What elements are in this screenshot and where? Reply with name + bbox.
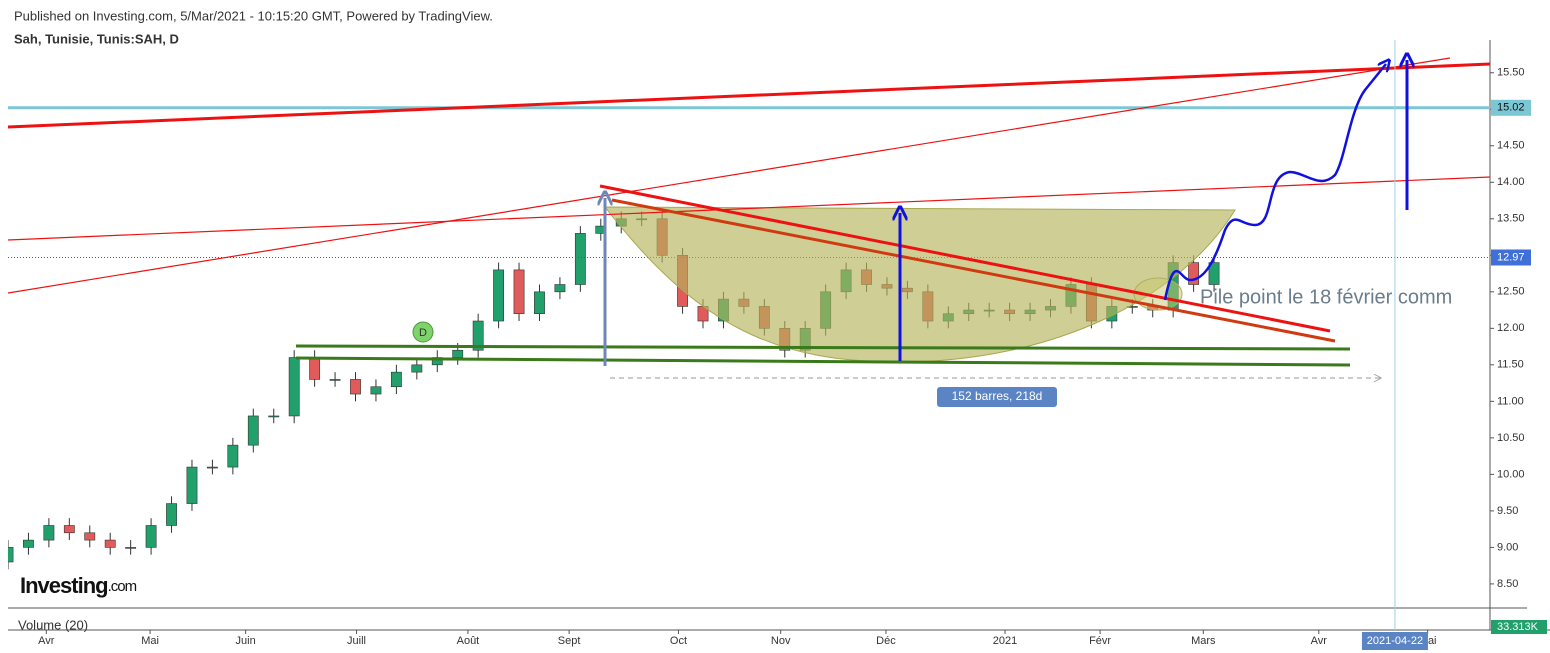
x-tick-label: Sept bbox=[558, 635, 581, 647]
dividend-marker bbox=[412, 321, 434, 343]
support-line bbox=[295, 344, 1351, 351]
y-tick-label: 13.50 bbox=[1497, 213, 1525, 225]
candle-body bbox=[452, 349, 464, 358]
trend-line bbox=[8, 62, 1490, 129]
candle-body bbox=[1188, 262, 1200, 285]
candle-body bbox=[186, 466, 198, 504]
y-tick-label: 12.50 bbox=[1497, 286, 1525, 298]
candle-body bbox=[207, 466, 218, 469]
candle-body bbox=[125, 547, 137, 549]
volume-value: 33.313K bbox=[1497, 621, 1539, 633]
y-tick-label: 11.00 bbox=[1497, 395, 1524, 407]
logo-main: Investing bbox=[20, 573, 108, 598]
volume-label: Volume (20) bbox=[18, 617, 88, 632]
candle-body bbox=[247, 415, 259, 446]
candle-body bbox=[472, 320, 484, 351]
candle-body bbox=[84, 532, 96, 541]
symbol-title: Sah, Tunisie, Tunis:SAH, D bbox=[14, 31, 179, 46]
candle-body bbox=[554, 284, 566, 293]
candle-body bbox=[166, 503, 177, 526]
drawings: 152 barres, 218d Pile point le 18 févrie… bbox=[8, 58, 1490, 407]
y-tick-label: 9.00 bbox=[1497, 541, 1518, 553]
candle-body bbox=[43, 525, 55, 541]
y-tick-label: 14.50 bbox=[1497, 140, 1525, 152]
y-tick-label: 9.50 bbox=[1497, 505, 1518, 517]
level-label: 15.02 bbox=[1497, 102, 1525, 114]
last-price-box bbox=[1491, 249, 1531, 266]
candle-body bbox=[23, 539, 34, 548]
trend-line bbox=[8, 176, 1490, 241]
range-label: 152 barres, 218d bbox=[952, 389, 1043, 403]
x-tick-label: Avr bbox=[1311, 635, 1328, 647]
y-tick-label: 10.00 bbox=[1497, 468, 1525, 480]
projection-curve bbox=[1163, 64, 1386, 301]
candle-body bbox=[411, 364, 423, 373]
candle-body bbox=[63, 525, 75, 534]
y-tick-label: 12.00 bbox=[1497, 322, 1525, 334]
candle-body bbox=[574, 233, 586, 285]
range-box bbox=[937, 387, 1057, 407]
trend-line bbox=[599, 184, 1331, 333]
plot-area bbox=[8, 106, 1490, 570]
candle-body bbox=[268, 415, 280, 418]
published-note: Published on Investing.com, 5/Mar/2021 -… bbox=[14, 8, 493, 23]
x-tick-label: Juin bbox=[236, 635, 256, 647]
x-tick-label: Févr bbox=[1089, 635, 1111, 647]
y-tick-label: 14.00 bbox=[1497, 176, 1525, 188]
trend-line bbox=[8, 57, 1451, 294]
x-tick-label: Oct bbox=[670, 635, 687, 647]
x-tick-label: Déc bbox=[876, 635, 896, 647]
y-tick-label: 8.50 bbox=[1497, 578, 1518, 590]
candle-body bbox=[104, 539, 116, 548]
x-tick-label: Août bbox=[457, 635, 480, 647]
candle-body bbox=[390, 371, 402, 388]
candle-body bbox=[513, 269, 525, 315]
x-tick-label: Mai bbox=[141, 635, 159, 647]
support-line bbox=[295, 356, 1351, 367]
candle-body bbox=[288, 357, 300, 417]
last-price-label: 12.97 bbox=[1497, 251, 1525, 263]
candle-body bbox=[370, 386, 382, 395]
candle-body bbox=[329, 379, 341, 381]
y-tick-label: 10.50 bbox=[1497, 432, 1525, 444]
highlight-ellipse bbox=[1133, 277, 1183, 311]
x-tick-label: 2021 bbox=[993, 635, 1017, 647]
x-tick-label: Avr bbox=[38, 635, 55, 647]
candle-body bbox=[145, 525, 157, 548]
y-tick-label: 15.50 bbox=[1497, 67, 1525, 79]
candle-body bbox=[350, 379, 361, 395]
candle-body bbox=[1208, 262, 1220, 285]
x-tick-label: Mars bbox=[1191, 635, 1216, 647]
candle-body bbox=[534, 291, 545, 315]
note-text: Pile point le 18 février comm bbox=[1200, 286, 1452, 308]
logo: Investing.com bbox=[20, 573, 137, 598]
date-marker-label: 2021-04-22 bbox=[1367, 635, 1423, 647]
x-tick-label: Nov bbox=[771, 635, 791, 647]
trend-line bbox=[611, 198, 1336, 343]
candle-body bbox=[227, 444, 239, 468]
candle-body bbox=[493, 269, 505, 322]
date-marker-box bbox=[1361, 632, 1428, 650]
candle-body bbox=[309, 357, 321, 380]
dividend-label: D bbox=[419, 327, 427, 339]
logo-suffix: .com bbox=[108, 578, 137, 595]
y-tick-label: 11.50 bbox=[1497, 359, 1524, 371]
candle-body bbox=[8, 547, 14, 563]
volume-box bbox=[1491, 620, 1547, 634]
level-box bbox=[1491, 99, 1531, 116]
x-tick-label: Juill bbox=[347, 635, 366, 647]
